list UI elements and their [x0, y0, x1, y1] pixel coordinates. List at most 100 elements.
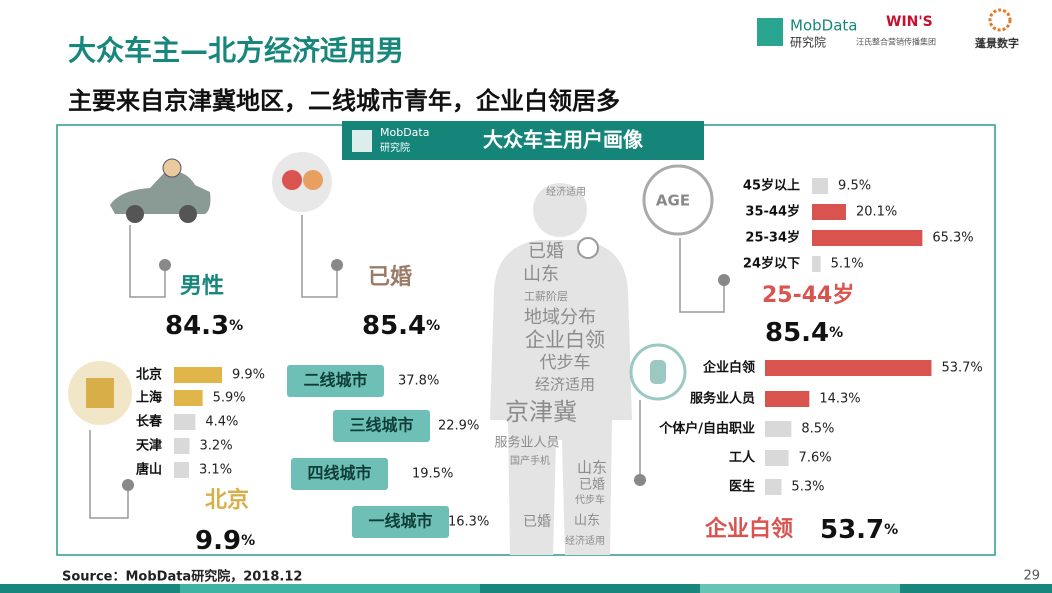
connector-dot: [159, 259, 171, 271]
connector-dot: [634, 474, 646, 486]
banner-title: 大众车主用户画像: [483, 128, 644, 152]
unit: %: [241, 533, 255, 549]
bar: [174, 438, 190, 454]
word: 经济适用: [546, 185, 586, 198]
vw-logo: [577, 237, 599, 259]
bar-value: 7.6%: [799, 451, 832, 466]
logo-text: MobData: [790, 17, 857, 35]
driver: [162, 158, 182, 178]
bar-label: 上海: [136, 390, 162, 406]
bar: [812, 178, 829, 194]
tier-label: 三线城市: [349, 416, 413, 435]
bar-value: 3.2%: [200, 439, 233, 454]
bar-label: 个体户/自由职业: [658, 421, 755, 437]
title: 大众车主—北方经济适用男: [68, 34, 404, 67]
bar-value: 9.5%: [838, 179, 871, 194]
subtitle: 主要来自京津冀地区，二线城市青年，企业白领居多: [68, 87, 620, 115]
age-icon: [642, 164, 714, 236]
bar: [174, 462, 190, 478]
tier-label: 四线城市: [307, 464, 371, 483]
bar-value: 8.5%: [801, 422, 834, 437]
bar: [765, 450, 789, 466]
connector-dot: [122, 479, 134, 491]
connector: [679, 238, 725, 313]
marital-icon: [272, 152, 332, 212]
word: 国产手机: [510, 454, 550, 467]
tier-value: 37.8%: [398, 374, 439, 389]
source: Source：MobData研究院，2018.12: [62, 569, 302, 585]
tier-box: [333, 410, 430, 442]
logo-text: 蓬景数字: [975, 36, 1019, 50]
highlight-value: 84.3%: [165, 311, 243, 341]
tier-label: 一线城市: [368, 512, 432, 531]
occupation-icon: [629, 343, 687, 401]
groom: [303, 170, 323, 190]
tier-box: [287, 365, 384, 397]
bar-label: 25-34岁: [745, 230, 800, 246]
banner-logo: MobData: [380, 126, 429, 139]
number: 85.4: [765, 318, 829, 348]
connector: [301, 215, 338, 298]
connector-dot: [331, 259, 343, 271]
number: 84.3: [165, 311, 229, 341]
bar: [812, 230, 923, 246]
word: 经济适用: [565, 534, 605, 547]
bar-label: 工人: [729, 450, 756, 466]
tier-value: 16.3%: [448, 515, 489, 530]
age-icon-text: AGE: [656, 192, 690, 210]
bar: [765, 360, 932, 376]
bar-label: 唐山: [136, 462, 162, 478]
highlight-value: 9.9%: [195, 526, 255, 556]
bar: [765, 421, 792, 437]
gender-label: 男性: [180, 274, 224, 299]
bar-value: 4.4%: [205, 415, 238, 430]
connector-dot: [718, 274, 730, 286]
bar-value: 3.1%: [199, 463, 232, 478]
bar-label: 服务业人员: [690, 391, 755, 407]
bar-value: 5.3%: [791, 480, 824, 495]
silhouette-head: [533, 183, 587, 237]
bar-value: 14.3%: [819, 392, 860, 407]
word: 地域分布: [524, 307, 596, 328]
logo-text: 汪氏整合营销传播集团: [856, 37, 936, 47]
bar-value: 20.1%: [856, 205, 897, 220]
bride: [282, 170, 302, 190]
bar-label: 企业白领: [702, 360, 755, 376]
city-highlight: 北京: [205, 487, 249, 513]
bar-label: 长春: [136, 414, 163, 430]
bar: [174, 414, 196, 430]
unit: %: [829, 325, 843, 341]
unit: %: [426, 318, 440, 334]
bar-value: 9.9%: [232, 368, 265, 383]
word: 工薪阶层: [524, 289, 568, 303]
number: 85.4: [362, 311, 426, 341]
connector: [129, 225, 166, 298]
marital-label: 已婚: [368, 264, 412, 290]
bar: [174, 367, 223, 383]
highlight-value: 53.7%: [820, 515, 898, 545]
bar: [812, 256, 821, 272]
car-wheel: [179, 205, 197, 223]
word: 已婚: [528, 241, 564, 262]
word: 山东: [523, 264, 559, 285]
footer-band: [700, 584, 900, 593]
word: 京津冀: [505, 398, 577, 426]
tier-box: [291, 458, 388, 490]
word: 已婚: [523, 514, 551, 530]
footer-band: [0, 584, 1052, 593]
tier-box: [352, 506, 449, 538]
banner-logo: 研究院: [380, 141, 410, 154]
bar-label: 天津: [136, 438, 162, 454]
banner-logo-icon: [352, 130, 372, 152]
word: 代步车: [540, 353, 591, 373]
unit: %: [229, 318, 243, 334]
bar-value: 5.1%: [831, 257, 864, 272]
highlight-value: 85.4%: [765, 318, 843, 348]
word: 经济适用: [535, 376, 595, 394]
word: 已婚: [579, 478, 605, 493]
city-icon-shape: [86, 378, 114, 408]
bar: [174, 390, 203, 406]
logo-text: WIN'S: [886, 14, 933, 30]
word: 代步车: [575, 493, 605, 506]
